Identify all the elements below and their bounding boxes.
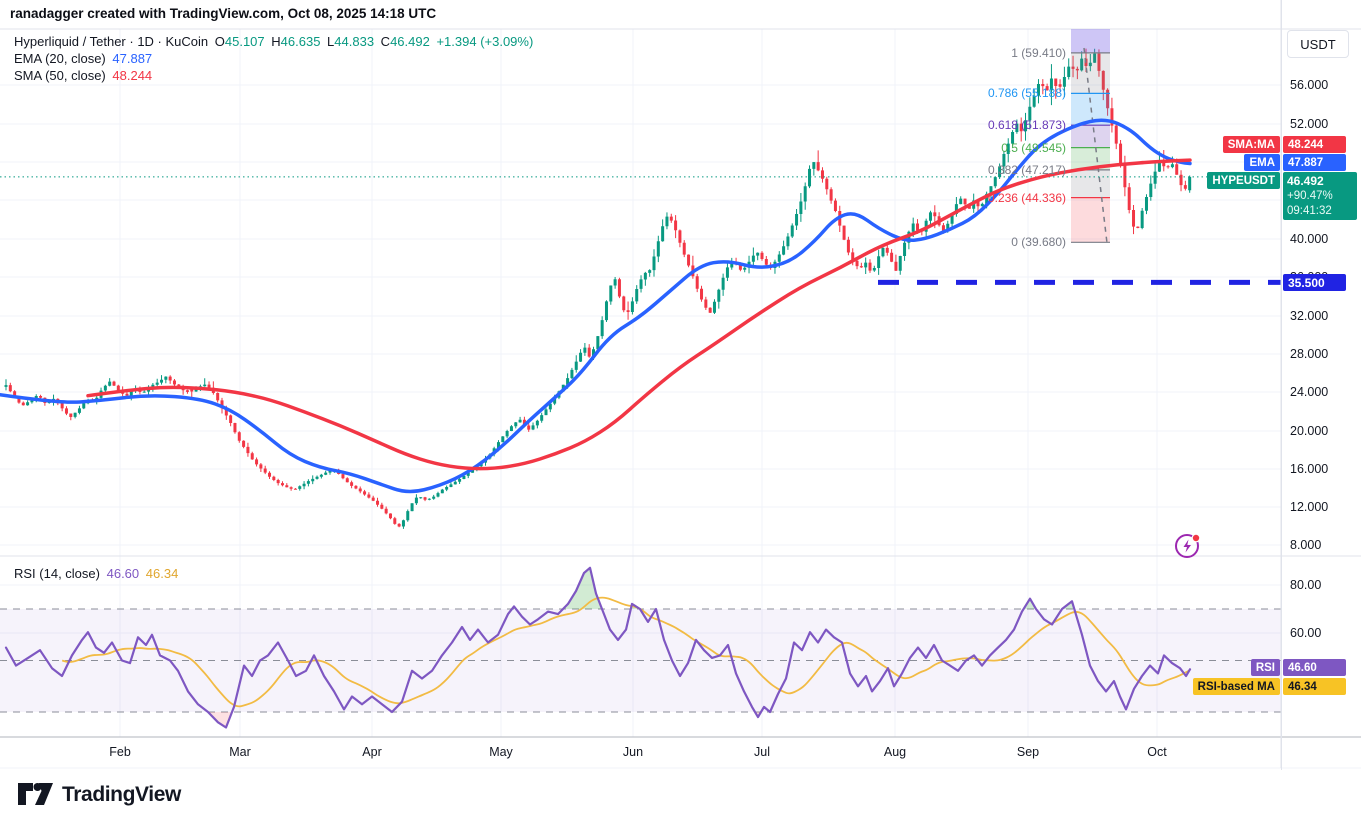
change-percent: +90.47% bbox=[1287, 189, 1333, 202]
month-label: Mar bbox=[229, 745, 251, 759]
fib-level-label: 0.382 (47.217) bbox=[987, 163, 1066, 177]
price-tick-label: 24.000 bbox=[1290, 385, 1329, 399]
support-line-price-tag[interactable]: 35.500 bbox=[1283, 274, 1346, 291]
price-tick-label: 20.000 bbox=[1290, 424, 1329, 438]
symbol-legend-row[interactable]: Hyperliquid / Tether · 1D · KuCoin O45.1… bbox=[14, 33, 533, 50]
rsi-label: RSI (14, close) bbox=[14, 566, 100, 581]
sma-axis-value-tag[interactable]: 48.244 bbox=[1283, 136, 1346, 153]
bar-countdown: 09:41:32 bbox=[1287, 204, 1332, 217]
rsi-tick-label: 80.00 bbox=[1290, 578, 1322, 592]
month-label: Apr bbox=[362, 745, 382, 759]
rsi-value: 46.60 bbox=[106, 566, 140, 581]
ema-axis-name-tag[interactable]: EMA bbox=[1244, 154, 1280, 171]
fib-level-label: 0.236 (44.336) bbox=[987, 191, 1066, 205]
ohlc-close: C46.492 bbox=[380, 34, 430, 49]
fib-level-label: 0.5 (49.545) bbox=[1001, 141, 1066, 155]
notification-dot bbox=[1192, 534, 1200, 542]
sma-legend-row[interactable]: SMA (50, close) 48.244 bbox=[14, 67, 533, 84]
ema-legend-row[interactable]: EMA (20, close) 47.887 bbox=[14, 50, 533, 67]
tradingview-logo-icon bbox=[18, 783, 53, 805]
symbol-axis-price-tag[interactable]: 46.492 +90.47% 09:41:32 bbox=[1283, 172, 1357, 220]
rsi-ma-value: 46.34 bbox=[145, 566, 179, 581]
lightning-icon[interactable] bbox=[1172, 530, 1204, 562]
ema-axis-value-tag[interactable]: 47.887 bbox=[1283, 154, 1346, 171]
attribution-text: ranadagger created with TradingView.com,… bbox=[10, 6, 437, 21]
tradingview-logo-text: TradingView bbox=[62, 783, 181, 806]
fib-level-label: 0.618 (51.873) bbox=[987, 118, 1066, 132]
last-price: 46.492 bbox=[1287, 173, 1324, 188]
tradingview-logo[interactable]: TradingView bbox=[18, 783, 181, 807]
price-tick-label: 28.000 bbox=[1290, 347, 1329, 361]
month-label: Oct bbox=[1147, 745, 1167, 759]
rsi-ma-axis-name-tag[interactable]: RSI-based MA bbox=[1192, 678, 1280, 695]
rsi-axis-name-tag[interactable]: RSI bbox=[1250, 659, 1280, 676]
rsi-tick-label: 60.00 bbox=[1290, 626, 1322, 640]
month-label: Jul bbox=[754, 745, 770, 759]
fib-level-label: 1 (59.410) bbox=[1011, 46, 1066, 60]
month-label: Aug bbox=[883, 745, 907, 759]
sma-value: 48.244 bbox=[112, 68, 153, 83]
month-label: Sep bbox=[1016, 745, 1040, 759]
chart-legend: Hyperliquid / Tether · 1D · KuCoin O45.1… bbox=[14, 33, 533, 84]
sma-label: SMA (50, close) bbox=[14, 68, 106, 83]
month-label: May bbox=[489, 745, 513, 759]
fib-level-label: 0 (39.680) bbox=[1011, 235, 1066, 249]
ohlc-high: H46.635 bbox=[271, 34, 321, 49]
price-axis-panel[interactable] bbox=[1281, 0, 1361, 770]
change-value: +1.394 (+3.09%) bbox=[436, 34, 534, 49]
rsi-legend-row[interactable]: RSI (14, close) 46.60 46.34 bbox=[14, 566, 178, 581]
price-tick-label: 12.000 bbox=[1290, 500, 1329, 514]
currency-toggle-button[interactable]: USDT bbox=[1287, 30, 1349, 58]
fib-level-label: 0.786 (55.188) bbox=[987, 86, 1066, 100]
rsi-axis-value-tag[interactable]: 46.60 bbox=[1283, 659, 1346, 676]
symbol-title[interactable]: Hyperliquid / Tether · 1D · KuCoin bbox=[14, 34, 209, 49]
price-tick-label: 8.000 bbox=[1290, 538, 1322, 552]
ema-label: EMA (20, close) bbox=[14, 51, 106, 66]
price-tick-label: 32.000 bbox=[1290, 309, 1329, 323]
price-tick-label: 56.000 bbox=[1290, 78, 1329, 92]
month-label: Jun bbox=[622, 745, 644, 759]
month-label: Feb bbox=[109, 745, 131, 759]
ohlc-open: O45.107 bbox=[214, 34, 265, 49]
price-tick-label: 40.000 bbox=[1290, 232, 1329, 246]
sma-axis-name-tag[interactable]: SMA:MA bbox=[1222, 136, 1280, 153]
rsi-ma-axis-value-tag[interactable]: 46.34 bbox=[1283, 678, 1346, 695]
ema-value: 47.887 bbox=[112, 51, 153, 66]
ohlc-low: L44.833 bbox=[327, 34, 375, 49]
symbol-axis-name-tag[interactable]: HYPEUSDT bbox=[1207, 172, 1280, 189]
price-tick-label: 16.000 bbox=[1290, 462, 1329, 476]
price-tick-label: 52.000 bbox=[1290, 117, 1329, 131]
